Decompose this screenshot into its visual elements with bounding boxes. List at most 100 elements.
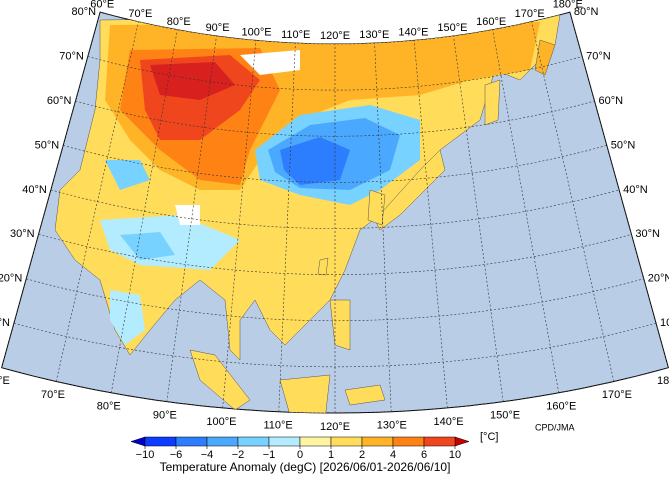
lon-label: 180°E [553,0,583,10]
lon-label: 110°E [281,29,310,41]
lon-label: 120°E [320,421,350,433]
land [367,189,386,226]
lat-label: 80°N [72,6,97,18]
lat-label: 70°N [586,50,611,62]
lon-label: 130°E [359,29,389,41]
lon-label: 150°E [437,22,467,34]
lon-label: 140°E [398,26,428,38]
colorbar-tick-label: 0 [297,449,303,461]
lon-label: 120°E [320,30,350,42]
lat-label: 70°N [59,50,84,62]
lon-label: 180°E [657,375,669,387]
lat-label: 20°N [0,273,22,285]
anomaly-region [120,232,175,260]
lon-label: 160°E [476,16,506,28]
lat-label: 60°N [47,95,72,107]
parallel [1,367,669,414]
lon-label: 80°E [97,400,121,412]
parallel [38,234,632,275]
lon-label: 160°E [546,400,576,412]
colorbar-tick-label: 1 [328,449,334,461]
meridian [1,11,101,368]
meridian [222,40,257,408]
lat-label: 40°N [22,184,47,196]
lat-label: 60°N [598,95,623,107]
anomaly-region [280,137,350,185]
lat-label: 10°N [0,317,10,329]
colorbar: −10 −6 −4 −2 −1 0 1 2 4 6 10 [130,436,470,461]
lon-label: 140°E [434,416,464,428]
meridian [166,35,217,402]
colorbar-segment [268,436,301,447]
meridian [374,43,392,412]
colorbar-segment [206,436,239,447]
lon-label: 80°E [167,16,191,28]
colorbar-tick-label: 2 [359,449,365,461]
lat-label: 50°N [611,139,636,151]
colorbar-segment [330,436,363,447]
lon-label: 60°E [90,0,114,10]
colorbar-tick-label: −10 [136,449,155,461]
parallel [13,322,657,368]
land [317,257,329,276]
lat-label: 80°N [574,6,599,18]
meridian [55,21,139,382]
land [534,39,556,76]
colorbar-segment [144,436,177,447]
colorbar-segment [299,436,332,447]
lon-label: 110°E [264,420,293,432]
land-layer [54,14,561,413]
lon-label: 100°E [242,26,272,38]
colorbar-arrow [454,436,470,447]
colorbar-tick-label: 10 [449,449,461,461]
lat-label: 30°N [635,228,660,240]
colorbar-tick-label: −6 [170,449,183,461]
meridian [531,21,615,382]
graticule [1,11,669,414]
lon-label: 90°E [206,22,230,34]
anomaly-region [150,62,235,100]
lon-label: 150°E [490,409,520,421]
land [344,384,386,406]
colorbar-tick-label: −1 [263,449,276,461]
anomaly-region [100,215,240,270]
lon-label: 70°E [128,8,152,20]
colorbar-tick-label: −4 [201,449,214,461]
colorbar-segment [175,436,208,447]
lon-label: 130°E [377,420,407,432]
colorbar-segment [237,436,270,447]
colorbar-tick-label: 6 [421,449,427,461]
parallel [75,100,595,137]
parallel [87,56,583,91]
meridian [453,35,504,402]
lat-label: 40°N [623,184,648,196]
lon-label: 100°E [206,416,236,428]
colorbar-tick-label: −2 [232,449,245,461]
no-data [240,50,300,75]
lat-label: 50°N [35,139,60,151]
colorbar-arrow [130,436,146,447]
parallel [26,278,644,322]
land [279,374,331,413]
lon-label: 70°E [41,389,65,401]
land [189,349,251,411]
credit: CPD/JMA [535,422,575,432]
meridian [569,11,669,368]
colorbar-unit: [°C] [480,431,498,443]
meridian [110,29,178,393]
lon-label: 170°E [515,8,545,20]
no-data [175,205,200,225]
lon-label: 170°E [602,389,632,401]
lon-label: 60°E [0,375,10,387]
colorbar-title: Temperature Anomaly (degC) [2026/06/01-2… [160,460,451,474]
lat-label: 10°N [660,317,669,329]
meridian [492,29,560,393]
land [484,79,501,126]
anomaly-region [105,160,150,190]
lon-label: 90°E [153,409,177,421]
meridian [278,43,296,412]
colorbar-segment [392,436,425,447]
colorbar-segment [361,436,394,447]
lat-label: 20°N [648,273,669,285]
